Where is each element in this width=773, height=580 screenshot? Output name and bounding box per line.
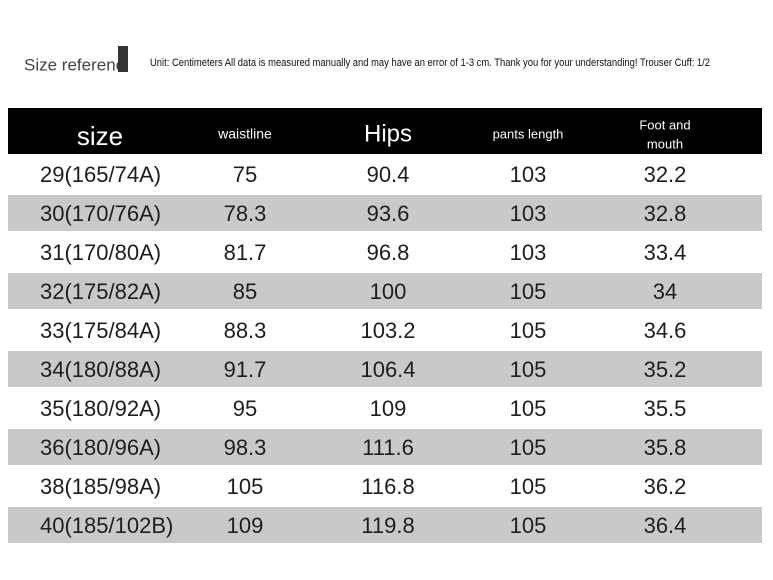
column-header: mouth — [647, 136, 683, 151]
value-cell: 105 — [510, 357, 547, 382]
value-cell: 96.8 — [367, 240, 410, 265]
value-cell: 116.8 — [361, 474, 414, 499]
value-cell: 36.2 — [644, 474, 687, 499]
value-cell: 100 — [370, 279, 407, 304]
size-cell: 29(165/74A) — [40, 162, 161, 187]
title: Size referenc — [24, 55, 125, 74]
column-header: Hips — [364, 120, 412, 147]
value-cell: 105 — [227, 474, 264, 499]
value-cell: 105 — [510, 279, 547, 304]
value-cell: 35.5 — [644, 396, 687, 421]
value-cell: 109 — [370, 396, 407, 421]
row-stripe — [8, 195, 762, 231]
value-cell: 78.3 — [224, 201, 267, 226]
value-cell: 75 — [233, 162, 257, 187]
value-cell: 98.3 — [224, 435, 267, 460]
column-header: Foot and — [639, 117, 690, 132]
row-stripe — [8, 429, 762, 465]
row-stripe — [8, 273, 762, 309]
size-cell: 33(175/84A) — [40, 318, 161, 343]
value-cell: 93.6 — [367, 201, 410, 226]
size-cell: 36(180/96A) — [40, 435, 161, 460]
size-cell: 35(180/92A) — [40, 396, 161, 421]
table-header — [8, 108, 762, 154]
value-cell: 85 — [233, 279, 257, 304]
title-icon — [118, 46, 128, 72]
value-cell: 90.4 — [367, 162, 410, 187]
value-cell: 103 — [510, 201, 547, 226]
column-header: size — [77, 121, 123, 151]
value-cell: 111.6 — [362, 435, 414, 460]
row-stripe — [8, 351, 762, 387]
value-cell: 103.2 — [360, 318, 415, 343]
size-cell: 40(185/102B) — [40, 513, 173, 538]
size-cell: 31(170/80A) — [40, 240, 161, 265]
value-cell: 109 — [227, 513, 264, 538]
value-cell: 88.3 — [224, 318, 267, 343]
value-cell: 106.4 — [360, 357, 415, 382]
value-cell: 32.8 — [644, 201, 687, 226]
value-cell: 81.7 — [224, 240, 267, 265]
size-cell: 32(175/82A) — [40, 279, 161, 304]
note: Unit: Centimeters All data is measured m… — [150, 57, 710, 69]
value-cell: 91.7 — [224, 357, 267, 382]
value-cell: 103 — [510, 240, 547, 265]
size-cell: 38(185/98A) — [40, 474, 161, 499]
size-cell: 30(170/76A) — [40, 201, 161, 226]
value-cell: 105 — [510, 396, 547, 421]
column-header: pants length — [493, 126, 564, 141]
value-cell: 95 — [233, 396, 257, 421]
value-cell: 33.4 — [644, 240, 687, 265]
value-cell: 119.8 — [361, 513, 414, 538]
value-cell: 36.4 — [644, 513, 687, 538]
value-cell: 103 — [510, 162, 547, 187]
value-cell: 35.2 — [644, 357, 687, 382]
column-header: waistline — [217, 126, 272, 142]
size-cell: 34(180/88A) — [40, 357, 161, 382]
value-cell: 105 — [510, 474, 547, 499]
value-cell: 34 — [653, 279, 677, 304]
value-cell: 105 — [510, 318, 547, 343]
value-cell: 105 — [510, 513, 547, 538]
value-cell: 105 — [510, 435, 547, 460]
value-cell: 32.2 — [644, 162, 687, 187]
row-stripe — [8, 507, 762, 543]
value-cell: 35.8 — [644, 435, 687, 460]
value-cell: 34.6 — [644, 318, 687, 343]
